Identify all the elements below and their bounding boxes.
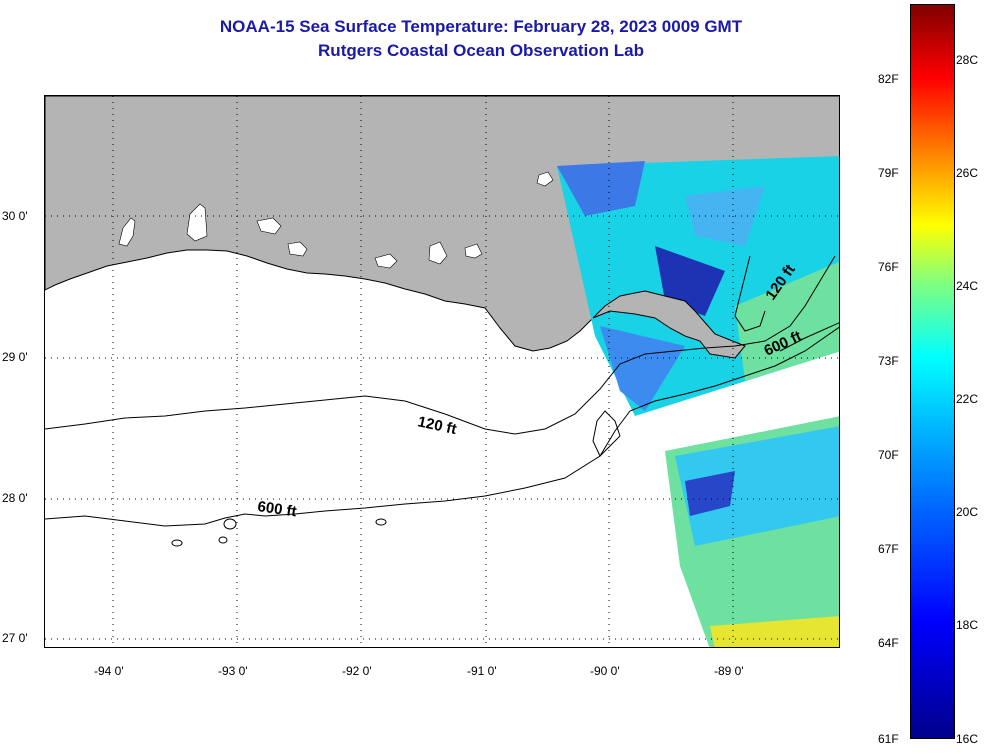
longitude-label-92: -92 0' <box>342 664 372 678</box>
isobaths <box>45 255 839 547</box>
lake <box>287 241 308 257</box>
lake <box>186 203 208 242</box>
longitude-label-94: -94 0' <box>94 664 124 678</box>
latitude-label-27: 27 0' <box>2 631 28 645</box>
latitude-label-30: 30 0' <box>2 209 28 223</box>
lake <box>374 253 398 269</box>
chart-title: NOAA-15 Sea Surface Temperature: Februar… <box>219 17 743 36</box>
longitude-label-89: -89 0' <box>714 664 744 678</box>
lake <box>428 241 448 265</box>
sst-swath-south <box>665 416 839 647</box>
lake <box>536 171 554 187</box>
lake <box>118 217 136 247</box>
colorbar-label-24c: 24C <box>956 279 979 293</box>
colorbar-label-16c: 16C <box>956 732 979 746</box>
colorbar-label-61f: 61F <box>878 732 899 746</box>
colorbar-label-22c: 22C <box>956 392 979 406</box>
longitude-label-93: -93 0' <box>218 664 248 678</box>
latitude-label-29: 29 0' <box>2 350 28 364</box>
sst-swath-north <box>557 156 839 416</box>
colorbar-label-73f: 73F <box>878 354 899 368</box>
latitude-label-28: 28 0' <box>2 491 28 505</box>
colorbar-label-70f: 70F <box>878 448 899 462</box>
colorbar-label-67f: 67F <box>878 542 899 556</box>
lake <box>256 217 282 235</box>
lake <box>464 243 483 259</box>
temperature-colorbar <box>910 4 955 739</box>
colorbar-label-28c: 28C <box>956 53 979 67</box>
chart-subtitle: Rutgers Coastal Ocean Observation Lab <box>318 41 644 60</box>
contour-600ft-east <box>779 322 839 352</box>
longitude-label-90: -90 0' <box>590 664 620 678</box>
longitude-label-91: -91 0' <box>467 664 497 678</box>
colorbar-label-76f: 76F <box>878 260 899 274</box>
colorbar-label-82f: 82F <box>878 72 899 86</box>
colorbar-label-20c: 20C <box>956 505 979 519</box>
colorbar-label-18c: 18C <box>956 618 979 632</box>
graticule <box>45 96 839 647</box>
contour-600ft-west <box>45 326 839 527</box>
contour-label-600ft-west: 600 ft <box>256 498 297 520</box>
colorbar-label-64f: 64F <box>878 636 899 650</box>
colorbar-label-26c: 26C <box>956 166 979 180</box>
sst-map: 120 ft 600 ft 120 ft 600 ft <box>44 95 840 648</box>
colorbar-label-79f: 79F <box>878 166 899 180</box>
contour-120ft-east <box>734 255 766 332</box>
contour-120ft-west <box>45 255 836 435</box>
